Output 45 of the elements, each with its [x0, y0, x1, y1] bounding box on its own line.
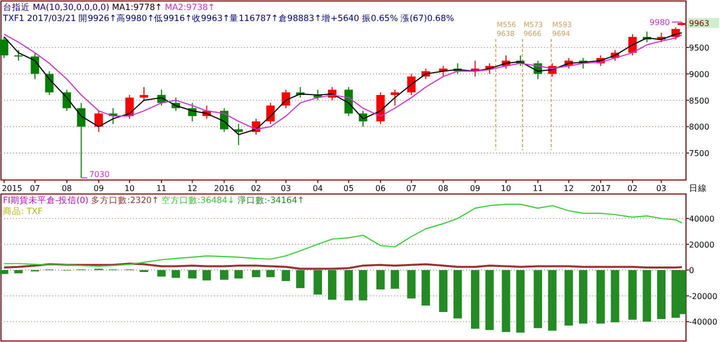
x-tick-label: 2017	[590, 184, 611, 193]
chart-title: 台指近 MA(10,30,0,0,0,0)	[3, 2, 112, 13]
y-tick-label: 8500	[689, 96, 710, 106]
x-tick-label: 06	[375, 184, 386, 193]
x-tick-label: 08	[438, 184, 448, 193]
x-tick-label: 11	[532, 184, 543, 193]
x-tick-label: 03	[656, 184, 666, 193]
y-tick-label: 40000	[689, 214, 714, 224]
text: 多方口數:2320↑	[91, 195, 162, 206]
annotation: 9963	[689, 19, 710, 28]
text: 淨口數:-34164↑	[237, 195, 304, 206]
text: MA2:9738↑	[164, 3, 216, 13]
x-tick-label: 07	[30, 184, 40, 193]
text: 空方口數:36484↓	[162, 195, 238, 206]
y-tick-label: 9500	[689, 43, 710, 52]
chart-title: FI期貨未平倉-投信(0)	[3, 195, 92, 206]
y-tick-label: 7500	[689, 149, 710, 158]
y-tick-label: 0	[689, 266, 694, 276]
text: MA1:9778↑	[112, 3, 165, 13]
x-tick-label: 04	[312, 184, 323, 193]
x-tick-label: 11	[156, 184, 167, 193]
x-tick-label: 2016	[214, 184, 234, 193]
text: 日線	[689, 183, 707, 194]
x-tick-label: 2015	[2, 184, 22, 193]
x-tick-label: 02	[250, 184, 262, 193]
x-tick-label: 10	[500, 184, 512, 193]
x-tick-label: 03	[280, 184, 291, 193]
text: 商品: TXF	[3, 206, 43, 217]
x-tick-label: 09	[94, 184, 104, 193]
x-tick-label: 07	[406, 184, 416, 193]
y-tick-label: 8000	[689, 122, 710, 132]
annotation: 7030	[89, 170, 110, 179]
y-tick-label: -20000	[689, 292, 718, 301]
x-tick-label: 10	[124, 184, 135, 193]
x-tick-label: 12	[564, 184, 574, 193]
y-tick-label: 9000	[689, 70, 710, 79]
x-tick-label: 05	[344, 184, 354, 193]
y-tick-label: -40000	[689, 318, 718, 327]
x-tick-label: 12	[187, 184, 198, 193]
x-tick-label: 09	[470, 184, 480, 193]
text: TXF1 2017/03/21 開9926↑高9980↑低9916↑收9963↑量116787↑倉98883↑增+5640 振0.65% 漲(67)0.68%	[2, 13, 454, 24]
x-tick-label: 08	[62, 184, 72, 193]
y-tick-label: 20000	[689, 240, 714, 250]
annotation: 9980	[650, 18, 670, 28]
x-tick-label: 02	[627, 184, 638, 193]
